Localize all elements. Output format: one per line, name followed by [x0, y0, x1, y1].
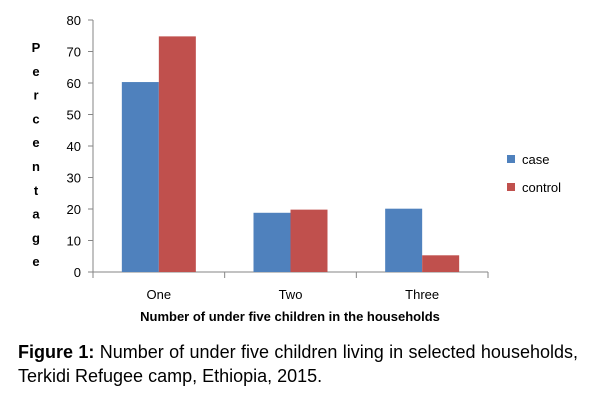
y-tick-label: 50	[67, 108, 81, 123]
y-tick-label: 10	[67, 234, 81, 249]
y-axis-label-letter: n	[32, 159, 40, 174]
x-tick-label: Three	[405, 287, 439, 302]
y-tick-label: 30	[67, 171, 81, 186]
figure-label: Figure 1:	[18, 342, 95, 362]
legend-label-case: case	[522, 152, 549, 167]
y-axis: 0 10 20 30 40 50 60 70 80	[67, 13, 94, 280]
bar-case	[121, 82, 159, 273]
bar-case	[253, 212, 291, 272]
legend-swatch-control	[507, 183, 515, 191]
x-axis-label: Number of under five children in the hou…	[140, 309, 440, 324]
legend: case control	[507, 152, 561, 195]
y-axis-label-letter: c	[32, 111, 39, 126]
y-axis-label-letter: P	[32, 40, 41, 55]
legend-label-control: control	[522, 180, 561, 195]
bar-control	[422, 255, 460, 272]
x-tick-label: Two	[279, 287, 303, 302]
y-tick-label: 40	[67, 139, 81, 154]
y-tick-label: 20	[67, 202, 81, 217]
y-axis-label-letter: e	[32, 64, 39, 79]
y-axis-label-letter: t	[34, 183, 39, 198]
y-tick-label: 60	[67, 76, 81, 91]
y-tick-label: 80	[67, 13, 81, 28]
legend-swatch-case	[507, 155, 515, 163]
y-axis-label-letter: g	[32, 230, 40, 245]
y-axis-label-letter: e	[32, 254, 39, 269]
bar-control	[290, 209, 328, 272]
y-tick-label: 70	[67, 45, 81, 60]
y-tick-label: 0	[74, 265, 81, 280]
y-axis-label-letter: a	[32, 207, 40, 222]
bar-case	[385, 208, 423, 272]
x-tick-label: One	[147, 287, 172, 302]
y-axis-label-letter: e	[32, 135, 39, 150]
y-axis-label-letter: r	[33, 88, 38, 103]
x-axis: One Two Three	[92, 271, 489, 302]
bars	[121, 36, 460, 273]
figure-caption-text: Number of under five children living in …	[18, 342, 578, 386]
figure-caption: Figure 1: Number of under five children …	[18, 340, 578, 388]
bar-control	[158, 36, 196, 272]
